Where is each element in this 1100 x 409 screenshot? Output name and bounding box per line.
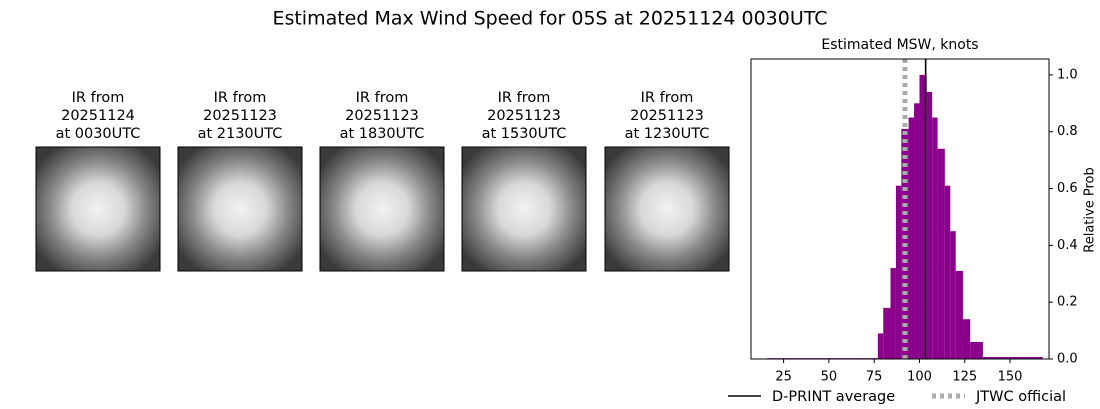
panel-label: 20251123	[203, 108, 277, 124]
bar	[950, 231, 956, 359]
bar	[908, 117, 915, 359]
panel-label: at 0030UTC	[56, 126, 141, 142]
bar	[914, 103, 920, 360]
figure-title: Estimated Max Wind Speed for 05S at 2025…	[272, 8, 827, 30]
x-tick-label: 25	[775, 370, 792, 385]
panel-label: IR from	[498, 90, 551, 106]
bar	[937, 148, 945, 359]
bar	[932, 117, 938, 359]
bar	[890, 268, 896, 359]
bar	[926, 91, 933, 360]
panel-label: IR from	[214, 90, 267, 106]
bar	[895, 185, 902, 359]
x-tick-label: 150	[998, 370, 1023, 385]
satellite-image	[177, 146, 303, 272]
bar	[970, 341, 983, 359]
legend-label: D-PRINT average	[772, 389, 895, 405]
bar	[962, 319, 971, 359]
satellite-image	[319, 146, 445, 272]
y-tick-label: 0.6	[1057, 181, 1078, 196]
panel-label: IR from	[356, 90, 409, 106]
bar	[883, 307, 891, 359]
satellite-image	[35, 146, 161, 272]
panel-label: 20251123	[487, 108, 561, 124]
panel-label: at 1230UTC	[625, 126, 710, 142]
panel-label: 20251124	[61, 108, 135, 124]
bar	[877, 333, 884, 359]
axes-frame	[750, 58, 1050, 360]
chart-title: Estimated MSW, knots	[821, 37, 978, 53]
satellite-image	[461, 146, 587, 272]
bar	[955, 270, 963, 359]
y-tick-label: 1.0	[1057, 67, 1078, 82]
panel-label: at 2130UTC	[198, 126, 283, 142]
y-axis-label: Relative Prob	[1083, 167, 1098, 252]
x-tick-label: 50	[821, 370, 838, 385]
panel-label: 20251123	[345, 108, 419, 124]
y-tick-label: 0.2	[1057, 295, 1078, 310]
panel-label: at 1830UTC	[340, 126, 425, 142]
bar	[982, 357, 1043, 359]
x-tick-label: 75	[866, 370, 883, 385]
satellite-image	[604, 146, 730, 272]
panel-label: at 1530UTC	[482, 126, 567, 142]
y-tick-label: 0.4	[1057, 238, 1078, 253]
x-tick-label: 125	[952, 370, 977, 385]
bar	[919, 74, 927, 359]
panel-label: IR from	[72, 90, 125, 106]
legend-label: JTWC official	[975, 389, 1066, 405]
x-tick-label: 100	[907, 370, 932, 385]
bar	[944, 185, 951, 359]
panel-label: IR from	[641, 90, 694, 106]
y-tick-label: 0.8	[1057, 124, 1078, 139]
y-tick-label: 0.0	[1057, 352, 1078, 367]
panel-label: 20251123	[630, 108, 704, 124]
